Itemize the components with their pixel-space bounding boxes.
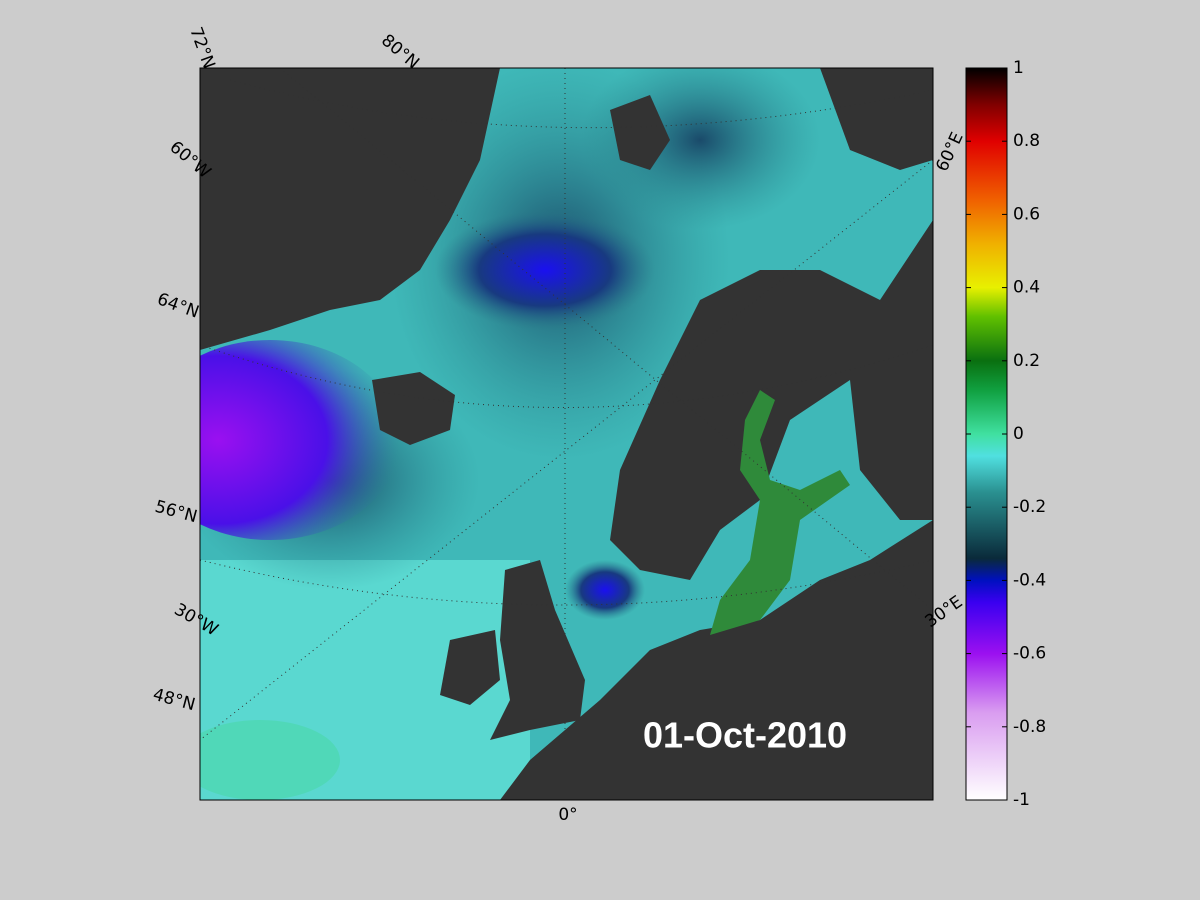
colorbar-tick-label: -0.4 [1013, 570, 1046, 590]
graticule-label: 0° [558, 805, 577, 825]
map-frame [199, 67, 934, 801]
map: 01-Oct-2010 [200, 68, 933, 800]
ocean-green [200, 720, 340, 800]
land [820, 68, 933, 170]
land [372, 372, 455, 445]
anomaly-purple [200, 340, 400, 540]
colorbar-tick-label: 0.6 [1013, 204, 1040, 224]
colorbar-tick-label: -0.6 [1013, 644, 1046, 664]
graticule-label: 64°N [154, 289, 201, 322]
baltic [710, 390, 850, 635]
colorbar-tick-label: 0 [1013, 424, 1024, 444]
land [490, 560, 585, 740]
colorbar-tick-label: -0.8 [1013, 717, 1046, 737]
anomaly-blue [435, 210, 655, 330]
land [440, 630, 500, 705]
colorbar-tick-label: 0.2 [1013, 351, 1040, 371]
graticule-label: 60°E [932, 129, 967, 174]
graticule-label: 80°N [377, 31, 423, 74]
anomaly-blue [565, 560, 645, 620]
graticule-label: 48°N [151, 685, 198, 715]
colorbar-ticks: 1 0.8 0.6 0.4 0.2 0 -0.2 -0.4 -0.6 -0.8 -1 [966, 58, 1046, 810]
colorbar-tick-label: -0.2 [1013, 497, 1046, 517]
colorbar [965, 67, 1008, 801]
date-label: 01-Oct-2010 [643, 715, 847, 756]
land [200, 68, 500, 350]
colorbar-tick-label: -1 [1013, 790, 1030, 810]
colorbar-tick-label: 0.8 [1013, 131, 1040, 151]
land [610, 95, 670, 170]
land [500, 520, 933, 800]
colorbar-tick-label: 0.4 [1013, 278, 1040, 298]
graticule [200, 68, 933, 800]
colorbar-tick-label: 1 [1013, 58, 1024, 78]
graticule-label: 72°N [185, 24, 218, 71]
graticule-label: 56°N [153, 497, 200, 527]
